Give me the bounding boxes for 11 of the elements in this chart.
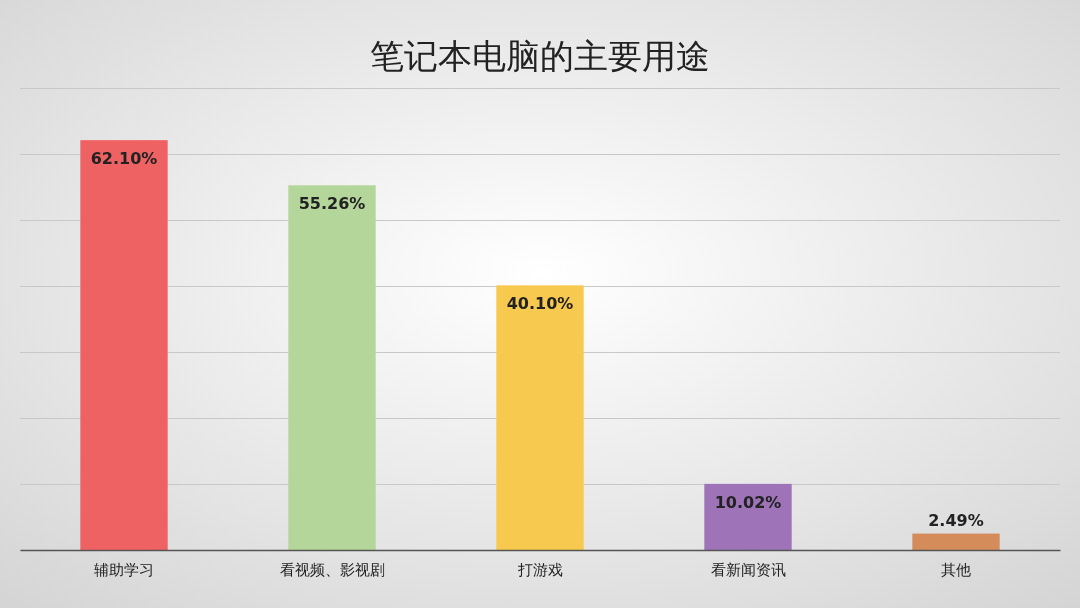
chart-title: 笔记本电脑的主要用途 [370,36,710,76]
data-label: 62.10% [90,149,158,169]
data-label: 10.02% [714,492,782,512]
x-tick-label: 看视频、影视剧 [279,560,385,579]
data-label: 2.49% [928,510,984,530]
x-tick-label: 辅助学习 [94,560,154,579]
x-tick-label: 打游戏 [516,560,563,579]
x-tick-label: 看新闻资讯 [710,560,786,579]
data-label: 40.10% [506,294,574,314]
x-tick-label: 其他 [941,560,971,579]
data-label: 55.26% [298,194,366,214]
